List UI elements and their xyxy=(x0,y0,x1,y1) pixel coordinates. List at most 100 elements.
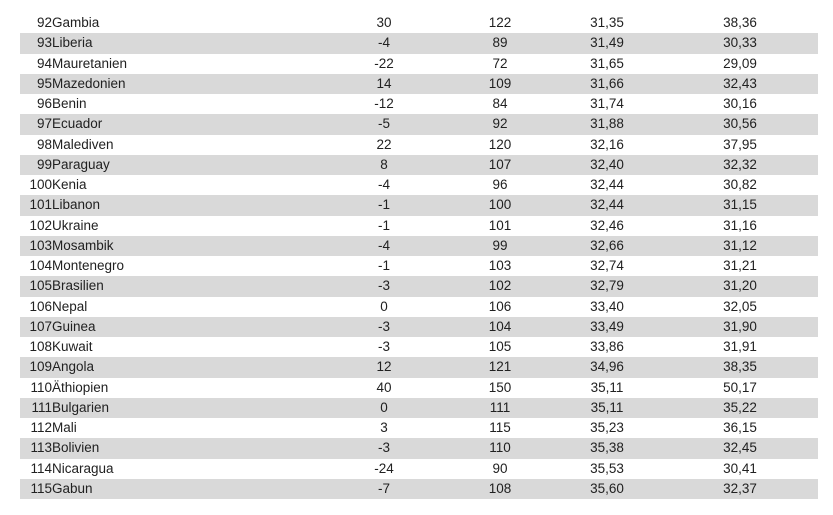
country-cell: Ukraine xyxy=(52,217,99,233)
value2-cell: 107 xyxy=(448,154,552,175)
value3-cell: 35,11 xyxy=(552,397,662,418)
value2-cell: 106 xyxy=(488,298,512,314)
country-cell: Guinea xyxy=(52,316,320,337)
value1-cell: -5 xyxy=(320,114,448,135)
value1-cell: 12 xyxy=(320,357,448,378)
country-cell: Ecuador xyxy=(52,114,320,135)
value2-cell: 96 xyxy=(492,177,508,192)
value3-cell: 34,96 xyxy=(552,357,662,378)
value2-cell: 110 xyxy=(448,438,552,459)
value2-cell: 102 xyxy=(448,276,552,297)
value2-cell: 72 xyxy=(492,55,508,71)
rank-cell: 109 xyxy=(20,357,52,378)
rank-cell: 111 xyxy=(20,397,52,418)
value4-cell: 38,35 xyxy=(662,357,818,378)
value1-cell: -24 xyxy=(374,460,394,476)
value3-cell: 33,49 xyxy=(552,316,662,337)
rank-cell: 101 xyxy=(20,195,52,216)
country-cell: Bulgarien xyxy=(52,397,320,418)
country-cell: Mauretanien xyxy=(52,55,128,71)
rank-cell: 106 xyxy=(29,298,52,314)
rank-cell: 94 xyxy=(36,55,52,71)
value4-cell: 35,22 xyxy=(662,397,818,418)
value1-cell: -1 xyxy=(377,258,390,273)
value3-cell: 35,38 xyxy=(552,438,662,459)
table-row: 100 Kenia -4 96 32,44 30,82 xyxy=(20,175,818,195)
value4-cell: 32,37 xyxy=(662,478,818,499)
rank-cell: 112 xyxy=(30,420,52,435)
country-cell: Mosambik xyxy=(52,235,320,256)
value1-cell: 3 xyxy=(380,420,388,435)
value3-cell: 32,79 xyxy=(552,276,662,297)
value1-cell: -1 xyxy=(320,195,448,216)
country-cell: Paraguay xyxy=(52,154,320,175)
rank-cell: 93 xyxy=(20,33,52,54)
rank-cell: 115 xyxy=(20,478,52,499)
table-row: 107 Guinea -3 104 33,49 31,90 xyxy=(20,316,818,337)
value1-cell: 8 xyxy=(320,154,448,175)
country-cell: Benin xyxy=(52,96,87,111)
value1-cell: 40 xyxy=(376,379,392,395)
table-row: 103 Mosambik -4 99 32,66 31,12 xyxy=(20,235,818,256)
value2-cell: 122 xyxy=(488,15,512,30)
country-cell: Nepal xyxy=(52,298,88,314)
table-row: 96 Benin -12 84 31,74 30,16 xyxy=(20,94,818,114)
value3-cell: 32,44 xyxy=(590,177,624,192)
value2-cell: 99 xyxy=(448,235,552,256)
value3-cell: 32,44 xyxy=(552,195,662,216)
value4-cell: 29,09 xyxy=(723,55,757,71)
value2-cell: 109 xyxy=(448,73,552,94)
country-cell: Kenia xyxy=(52,177,87,192)
table-row: 106 Nepal 0 106 33,40 32,05 xyxy=(20,297,818,317)
rank-cell: 104 xyxy=(29,258,52,273)
value2-cell: 103 xyxy=(488,258,512,273)
value4-cell: 31,91 xyxy=(723,339,757,354)
rank-cell: 102 xyxy=(29,217,52,233)
value1-cell: -4 xyxy=(377,177,390,192)
rank-cell: 114 xyxy=(30,460,52,476)
country-cell: Kuwait xyxy=(52,339,93,354)
value1-cell: -3 xyxy=(320,276,448,297)
value2-cell: 121 xyxy=(448,357,552,378)
value3-cell: 31,88 xyxy=(552,114,662,135)
value1-cell: -3 xyxy=(377,339,390,354)
value3-cell: 35,23 xyxy=(590,420,624,435)
value3-cell: 35,53 xyxy=(590,460,624,476)
value3-cell: 33,40 xyxy=(590,298,624,314)
rank-cell: 96 xyxy=(36,96,52,111)
value1-cell: 14 xyxy=(320,73,448,94)
rank-cell: 105 xyxy=(20,276,52,297)
table-row: 105 Brasilien -3 102 32,79 31,20 xyxy=(20,276,818,297)
table-row: 109 Angola 12 121 34,96 38,35 xyxy=(20,357,818,378)
value4-cell: 31,16 xyxy=(723,217,757,233)
value4-cell: 30,33 xyxy=(662,33,818,54)
table-row: 92 Gambia 30 122 31,35 38,36 xyxy=(20,13,818,33)
value2-cell: 105 xyxy=(488,339,512,354)
value2-cell: 111 xyxy=(448,397,552,418)
value3-cell: 32,40 xyxy=(552,154,662,175)
rank-cell: 113 xyxy=(20,438,52,459)
value4-cell: 30,16 xyxy=(723,96,757,111)
table-row: 94 Mauretanien -22 72 31,65 29,09 xyxy=(20,54,818,74)
value4-cell: 31,15 xyxy=(662,195,818,216)
table-row: 98 Malediven 22 120 32,16 37,95 xyxy=(20,135,818,155)
value3-cell: 35,60 xyxy=(552,478,662,499)
value4-cell: 31,21 xyxy=(723,258,757,273)
country-cell: Liberia xyxy=(52,33,320,54)
value4-cell: 31,12 xyxy=(662,235,818,256)
value4-cell: 32,05 xyxy=(723,298,757,314)
value1-cell: -22 xyxy=(374,55,394,71)
country-cell: Äthiopien xyxy=(52,379,109,395)
value1-cell: 0 xyxy=(320,397,448,418)
value4-cell: 37,95 xyxy=(723,136,757,152)
value4-cell: 30,56 xyxy=(662,114,818,135)
value3-cell: 32,66 xyxy=(552,235,662,256)
value3-cell: 35,11 xyxy=(590,379,624,395)
value2-cell: 89 xyxy=(448,33,552,54)
rank-cell: 107 xyxy=(20,316,52,337)
table-row: 110 Äthiopien 40 150 35,11 50,17 xyxy=(20,378,818,398)
value3-cell: 32,46 xyxy=(590,217,624,233)
value1-cell: -4 xyxy=(320,235,448,256)
value1-cell: -7 xyxy=(320,478,448,499)
country-cell: Nicaragua xyxy=(52,460,114,476)
